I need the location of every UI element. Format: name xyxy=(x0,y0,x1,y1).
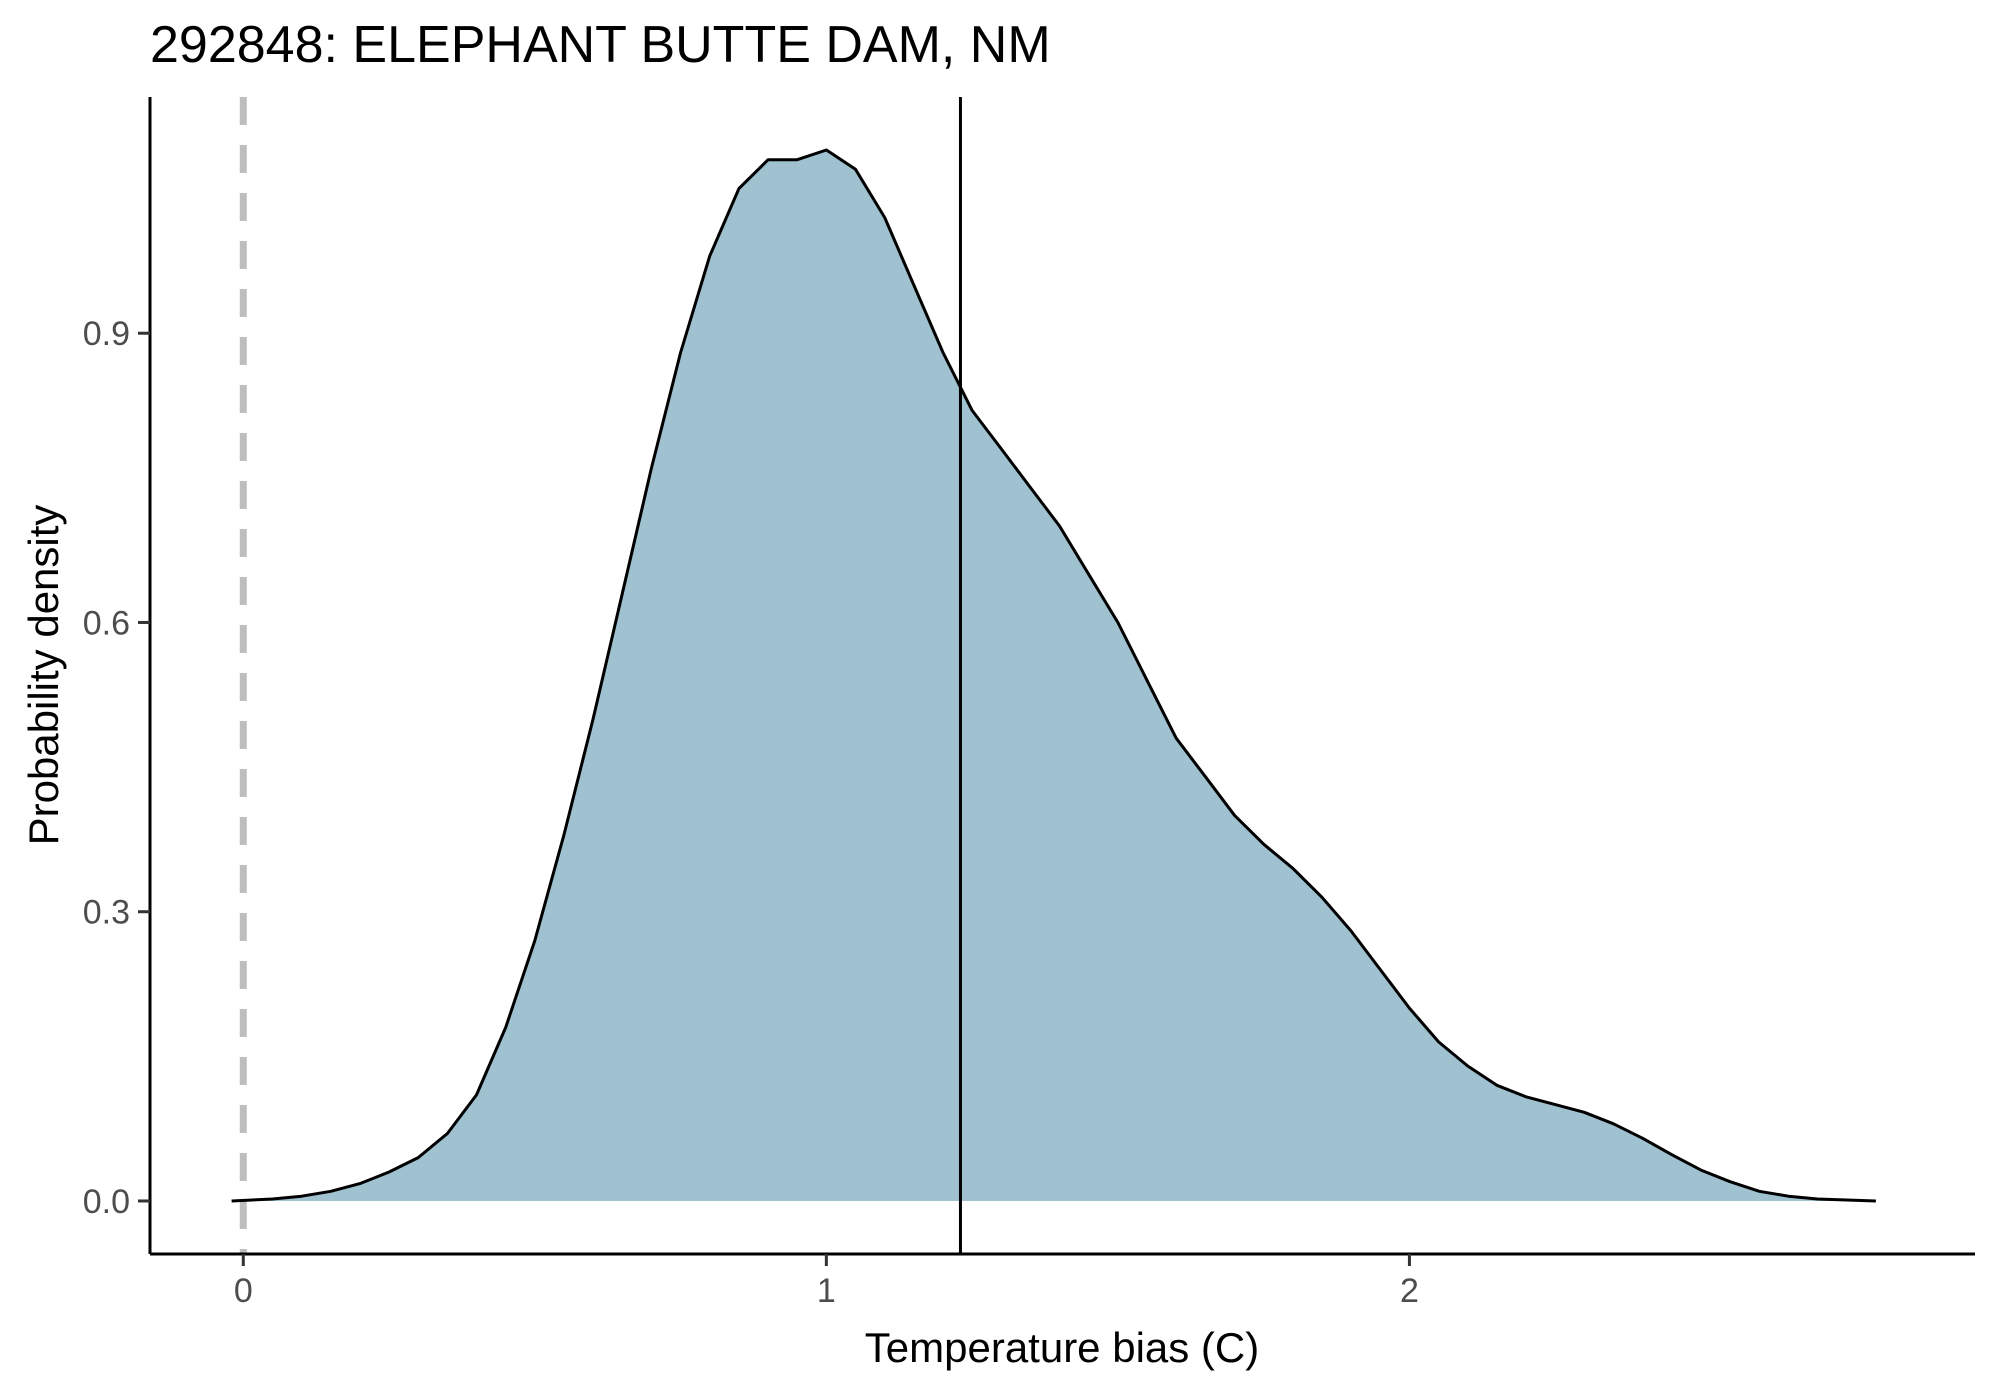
y-tick-label: 0.9 xyxy=(83,315,130,353)
x-axis-label: Temperature bias (C) xyxy=(865,1324,1259,1371)
plot-area: 0 1 2 0.0 0.3 0.6 0.9 xyxy=(83,97,1975,1310)
x-tick-label: 0 xyxy=(234,1272,253,1310)
x-tick-label: 2 xyxy=(1400,1272,1419,1310)
y-tick-label: 0.0 xyxy=(83,1183,130,1221)
chart-title: 292848: ELEPHANT BUTTE DAM, NM xyxy=(150,16,1051,74)
y-tick-label: 0.6 xyxy=(83,604,130,642)
x-tick-label: 1 xyxy=(817,1272,836,1310)
y-tick-label: 0.3 xyxy=(83,894,130,932)
density-area xyxy=(231,150,1876,1201)
density-curve xyxy=(231,148,1876,1203)
y-axis-label: Probability density xyxy=(20,505,67,846)
